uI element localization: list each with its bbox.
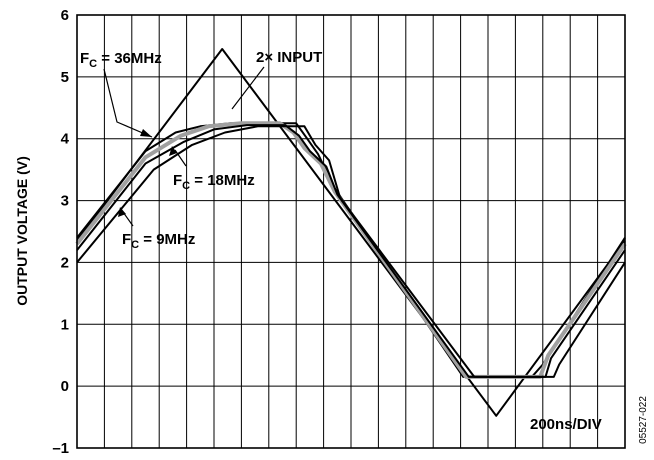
series-layer	[75, 48, 627, 417]
y-tick-label: –1	[52, 440, 69, 457]
annotation-fc9-arrowhead	[118, 207, 126, 217]
annotation-fc18-rest: = 18MHz	[190, 172, 255, 189]
y-axis-label: OUTPUT VOLTAGE (V)	[14, 156, 30, 306]
annotation-fc9-rest: = 9MHz	[139, 231, 195, 248]
annotation-fc9-sub: C	[131, 239, 139, 251]
annotation-input: 2× INPUT	[231, 49, 322, 110]
annotation-fc36: FC = 36MHz	[80, 50, 162, 138]
y-tick-label: 0	[61, 378, 69, 395]
annotation-fc36-rest: = 36MHz	[97, 50, 162, 67]
annotation-fc36-sub: C	[89, 58, 97, 70]
y-tick-labels: 6 5 4 3 2 1 0 –1	[52, 7, 69, 457]
annotation-fc9-f: F	[122, 231, 131, 248]
annotation-fc36-label: FC = 36MHz	[80, 50, 162, 70]
annotation-fc36-f: F	[80, 50, 89, 67]
annotation-fc36-arrowhead	[140, 129, 152, 137]
y-tick-label: 5	[61, 69, 69, 86]
annotation-fc18-leader	[174, 149, 187, 167]
timebase-label: 200ns/DIV	[530, 416, 602, 433]
annotation-fc18-arrowhead	[169, 146, 177, 156]
annotation-fc18-sub: C	[182, 180, 190, 192]
series-line-1	[76, 48, 626, 417]
annotation-fc18-label: FC = 18MHz	[173, 172, 255, 192]
y-tick-label: 4	[61, 131, 70, 148]
y-tick-label: 6	[61, 7, 69, 24]
plot-frame	[76, 14, 626, 449]
annotation-fc36-leader	[103, 68, 153, 138]
y-tick-label: 1	[61, 316, 69, 333]
series-line-5	[76, 125, 626, 378]
annotation-fc9: FC = 9MHz	[118, 207, 195, 251]
y-tick-label: 2	[61, 254, 69, 271]
annotation-input-leader	[231, 66, 265, 110]
annotation-fc18-f: F	[173, 172, 182, 189]
annotation-fc9-label: FC = 9MHz	[122, 231, 195, 251]
chart-grid	[77, 15, 625, 448]
y-tick-label: 3	[61, 193, 69, 210]
annotation-input-label: 2× INPUT	[256, 49, 322, 66]
annotation-fc18: FC = 18MHz	[169, 146, 255, 192]
figure-id: 05527-022	[638, 396, 649, 444]
